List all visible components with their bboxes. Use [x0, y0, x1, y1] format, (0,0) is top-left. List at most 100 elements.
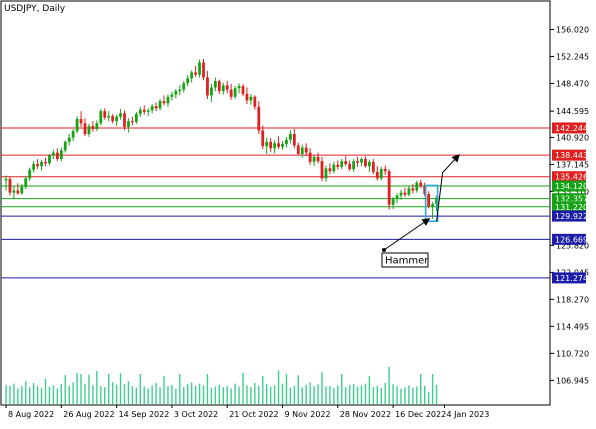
candle-body [48, 155, 51, 164]
level-price-box [552, 193, 586, 205]
candle [138, 106, 142, 117]
candle-body [277, 143, 280, 147]
candle-body [253, 96, 257, 107]
candle-body [320, 161, 324, 179]
annotations: Hammer [381, 153, 460, 268]
candle [352, 159, 355, 172]
candle-body [371, 161, 375, 172]
candle-body [28, 169, 32, 179]
candle-body [431, 204, 434, 207]
candle [67, 133, 71, 146]
y-axis: 156.020 152.245 148.470 144.595 140.920 137.1… [550, 25, 589, 385]
candle-body [328, 168, 332, 172]
y-tick-label: 110.720 [556, 349, 589, 358]
candle [237, 83, 241, 94]
candle-body [324, 168, 328, 179]
candle-body [356, 161, 359, 163]
candle-body [292, 133, 296, 146]
hammer-label: Hammer [385, 256, 429, 267]
candle [123, 110, 126, 131]
candle [277, 136, 280, 150]
y-tick-label: 133.370 [556, 187, 589, 196]
candle-body [344, 161, 348, 165]
candle [379, 166, 383, 181]
candle-body [40, 161, 43, 167]
level-price-label: 142.244 [555, 124, 588, 133]
candle [383, 165, 387, 175]
candle-body [304, 147, 308, 153]
candle [308, 148, 312, 165]
candle-body [134, 113, 138, 122]
candle-body [368, 161, 371, 167]
candle-body [300, 147, 304, 155]
candle-body [241, 86, 245, 94]
candle [79, 111, 83, 127]
candle [249, 93, 253, 105]
candle [28, 167, 32, 182]
candle [336, 160, 340, 170]
candle [427, 191, 431, 209]
candle [391, 196, 395, 210]
candle [225, 81, 229, 94]
candle-body [115, 116, 118, 122]
candle-body [91, 126, 95, 129]
candle [399, 189, 403, 200]
level-price-box [552, 149, 586, 161]
candle [328, 163, 332, 175]
candle-body [379, 169, 383, 179]
plot-frame [0, 0, 551, 406]
x-tick-label: 28 Nov 2022 [340, 410, 391, 419]
x-tick-label: 4 Jan 2023 [446, 410, 489, 419]
candle-body [190, 72, 194, 79]
candle-body [32, 164, 36, 170]
level-price-label: 138.443 [555, 151, 588, 160]
hammer-highlight-box [424, 184, 439, 223]
candle [44, 157, 47, 167]
candle-body [233, 88, 237, 97]
candle-body [352, 161, 355, 170]
candle-body [127, 121, 130, 127]
x-tick-label: 9 Nov 2022 [285, 410, 331, 419]
candle-body [281, 144, 284, 147]
candle [281, 141, 284, 150]
candle [59, 147, 63, 162]
candle-body [194, 72, 197, 75]
hammer-pointer-arrow [383, 218, 431, 251]
candle-body [261, 130, 265, 147]
candle-body [59, 150, 63, 160]
candle [75, 116, 79, 134]
candle [407, 185, 411, 197]
candle-body [202, 62, 205, 78]
candle-body [158, 101, 162, 109]
candle-body [383, 169, 387, 172]
candle [131, 116, 134, 126]
candle [312, 155, 316, 167]
candle [273, 140, 276, 154]
candle [119, 108, 122, 120]
candle-body [213, 81, 217, 88]
candle-body [8, 179, 12, 193]
candle-body [308, 152, 312, 162]
candle [150, 103, 154, 114]
candle [269, 138, 273, 152]
candle [71, 128, 75, 142]
candle-body [312, 156, 316, 162]
candle [253, 95, 257, 110]
hammer-label-box [381, 252, 429, 268]
level-price-box [552, 180, 586, 192]
candle [261, 125, 265, 150]
candle-body [154, 106, 158, 109]
candle-body [52, 152, 55, 156]
candle [304, 143, 308, 157]
candle [52, 149, 55, 160]
candle [95, 120, 99, 132]
candle [8, 176, 12, 196]
candle [213, 77, 217, 92]
candle-body [99, 111, 103, 124]
level-price-label: 121.274 [555, 274, 588, 283]
candle-body [221, 85, 225, 92]
candle [217, 79, 221, 94]
candle-body [119, 113, 122, 117]
candles [4, 58, 438, 220]
candle [435, 195, 438, 212]
